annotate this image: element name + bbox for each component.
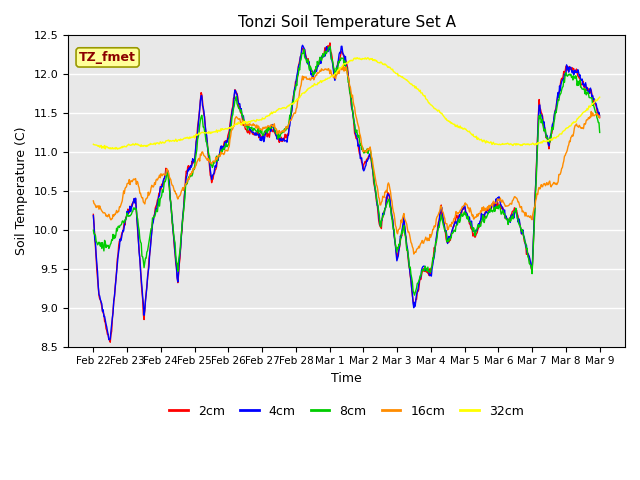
Title: Tonzi Soil Temperature Set A: Tonzi Soil Temperature Set A xyxy=(237,15,456,30)
16cm xyxy=(202,156,210,161)
2cm xyxy=(424,270,432,276)
32cm xyxy=(596,94,604,100)
8cm xyxy=(202,139,210,144)
4cm xyxy=(90,213,97,218)
8cm xyxy=(424,264,432,270)
32cm xyxy=(424,98,432,104)
X-axis label: Time: Time xyxy=(331,372,362,385)
Line: 8cm: 8cm xyxy=(93,47,600,295)
4cm xyxy=(596,113,604,119)
16cm xyxy=(596,113,604,119)
Line: 2cm: 2cm xyxy=(93,43,600,342)
8cm xyxy=(408,279,416,285)
2cm xyxy=(596,115,604,120)
2cm xyxy=(90,212,97,217)
2cm xyxy=(230,96,237,101)
16cm xyxy=(229,126,237,132)
4cm xyxy=(99,308,106,314)
16cm xyxy=(424,235,432,241)
16cm xyxy=(339,63,347,69)
32cm xyxy=(113,146,121,152)
32cm xyxy=(152,142,159,147)
16cm xyxy=(410,251,418,257)
2cm xyxy=(326,40,334,46)
8cm xyxy=(596,130,604,135)
4cm xyxy=(230,103,237,109)
4cm xyxy=(203,132,211,138)
8cm xyxy=(326,44,334,49)
32cm xyxy=(203,130,211,136)
Line: 16cm: 16cm xyxy=(93,66,600,254)
16cm xyxy=(90,198,97,204)
2cm xyxy=(99,309,106,314)
8cm xyxy=(90,228,97,233)
32cm xyxy=(353,55,361,60)
Line: 32cm: 32cm xyxy=(93,58,600,149)
8cm xyxy=(99,240,106,245)
Y-axis label: Soil Temperature (C): Soil Temperature (C) xyxy=(15,127,28,255)
4cm xyxy=(424,267,432,273)
2cm xyxy=(152,205,159,211)
4cm xyxy=(152,209,159,215)
8cm xyxy=(229,112,237,118)
16cm xyxy=(99,209,106,215)
16cm xyxy=(408,244,416,250)
32cm xyxy=(99,144,106,150)
32cm xyxy=(230,123,237,129)
2cm xyxy=(203,136,211,142)
Legend: 2cm, 4cm, 8cm, 16cm, 32cm: 2cm, 4cm, 8cm, 16cm, 32cm xyxy=(164,400,529,423)
2cm xyxy=(409,297,417,303)
8cm xyxy=(151,214,159,220)
16cm xyxy=(151,180,159,185)
Text: TZ_fmet: TZ_fmet xyxy=(79,51,136,64)
32cm xyxy=(90,141,97,147)
2cm xyxy=(106,339,114,345)
4cm xyxy=(409,300,417,306)
8cm xyxy=(411,292,419,298)
32cm xyxy=(409,83,417,89)
4cm xyxy=(299,42,307,48)
4cm xyxy=(106,337,113,343)
Line: 4cm: 4cm xyxy=(93,45,600,340)
